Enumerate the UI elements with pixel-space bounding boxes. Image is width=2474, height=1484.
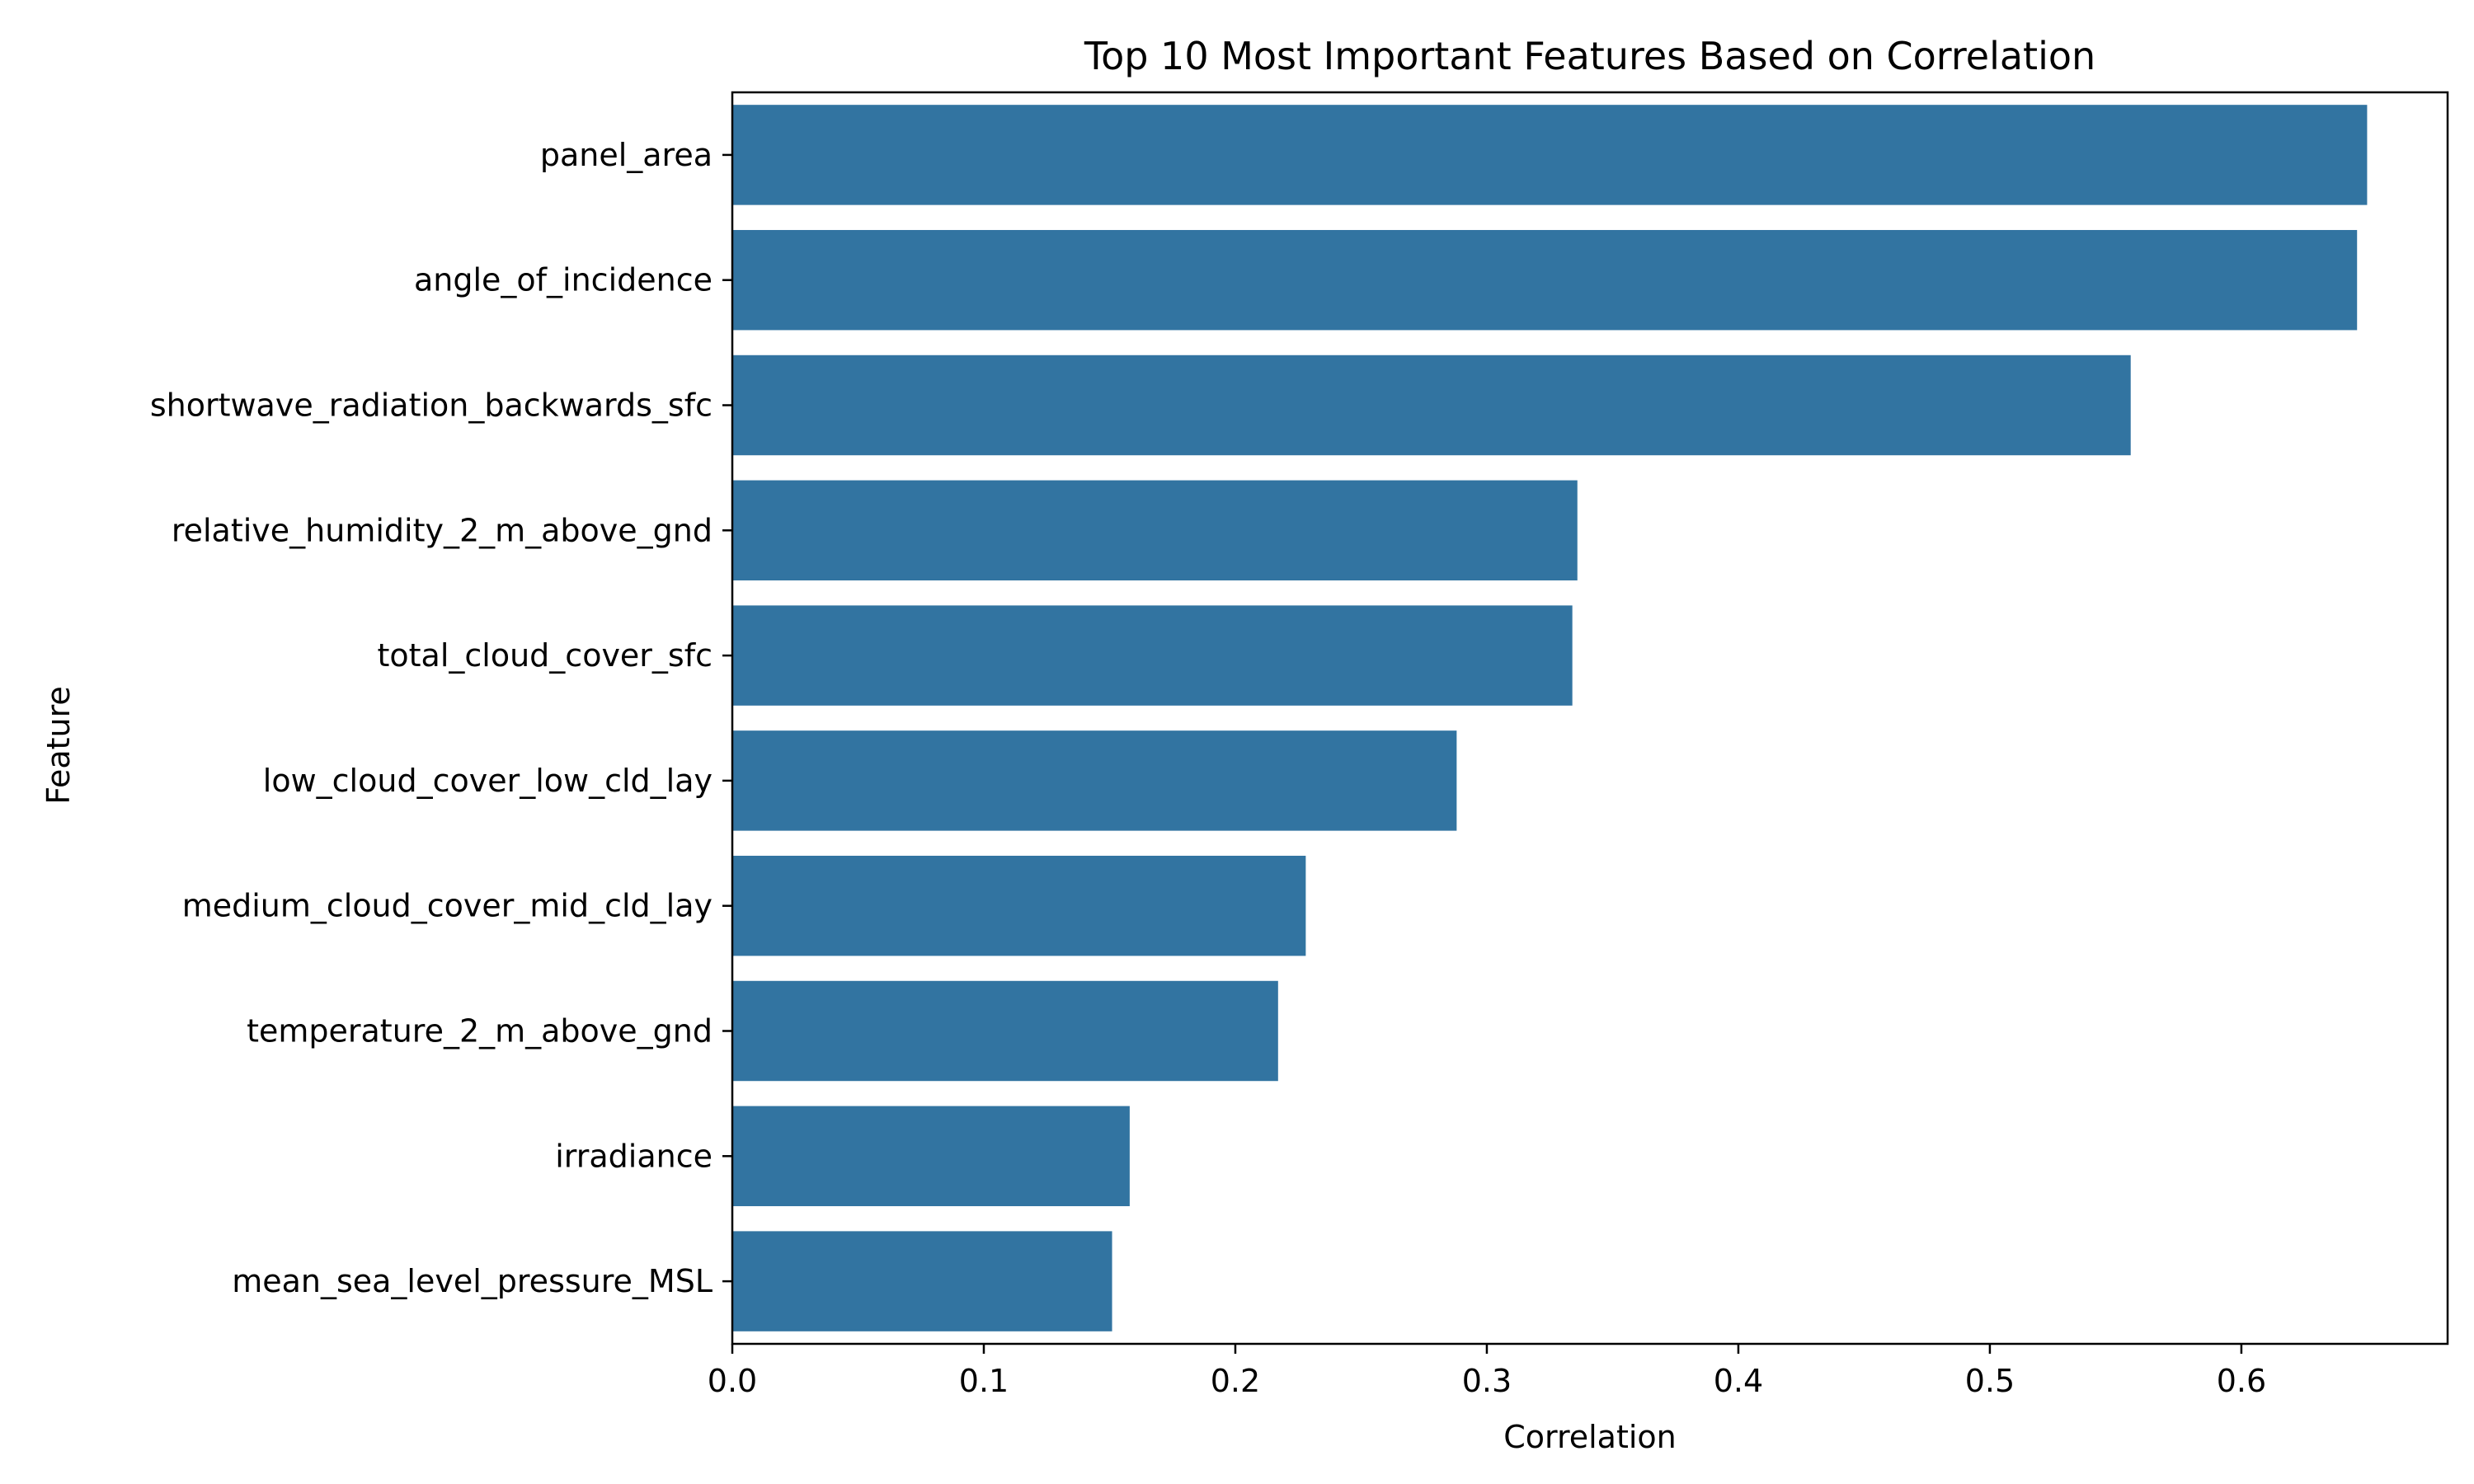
- x-tick-label: 0.6: [2217, 1363, 2266, 1399]
- bar-angle_of_incidence: [732, 229, 2358, 331]
- bar-mean_sea_level_pressure_MSL: [732, 1231, 1112, 1331]
- bar-low_cloud_cover_low_cld_lay: [732, 730, 1457, 831]
- y-tick-label: irradiance: [555, 1138, 713, 1174]
- y-tick-label: total_cloud_cover_sfc: [378, 637, 713, 674]
- y-axis-label: Feature: [40, 686, 77, 805]
- bar-total_cloud_cover_sfc: [732, 605, 1573, 706]
- x-tick-label: 0.3: [1462, 1363, 1512, 1399]
- bar-panel_area: [732, 105, 2368, 205]
- chart-title: Top 10 Most Important Features Based on …: [1084, 34, 2095, 78]
- bar-shortwave_radiation_backwards_sfc: [732, 355, 2131, 456]
- x-tick-label: 0.1: [959, 1363, 1009, 1399]
- y-tick-label: temperature_2_m_above_gnd: [247, 1013, 713, 1050]
- x-tick-label: 0.4: [1714, 1363, 1763, 1399]
- y-axis-ticks: panel_area angle_of_incidence shortwave_ra…: [150, 137, 732, 1299]
- y-tick-label: angle_of_incidence: [414, 262, 713, 298]
- x-tick-label: 0.2: [1211, 1363, 1260, 1399]
- bars-group: [732, 105, 2368, 1331]
- y-tick-label: shortwave_radiation_backwards_sfc: [150, 387, 713, 424]
- x-tick-label: 0.5: [1965, 1363, 2015, 1399]
- bar-relative_humidity_2_m_above_gnd: [732, 480, 1578, 581]
- bar-temperature_2_m_above_gnd: [732, 980, 1278, 1082]
- y-tick-label: relative_humidity_2_m_above_gnd: [172, 512, 713, 548]
- y-tick-label: low_cloud_cover_low_cld_lay: [263, 763, 713, 799]
- x-axis-ticks: 0.0 0.1 0.2 0.3 0.4 0.5 0.6: [708, 1344, 2266, 1399]
- x-tick-label: 0.0: [708, 1363, 757, 1399]
- x-axis-label: Correlation: [1503, 1419, 1677, 1455]
- y-tick-label: mean_sea_level_pressure_MSL: [232, 1263, 713, 1299]
- y-tick-label: medium_cloud_cover_mid_cld_lay: [182, 888, 713, 924]
- y-tick-label: panel_area: [540, 137, 713, 173]
- bar-irradiance: [732, 1106, 1130, 1207]
- plot-frame: [731, 91, 2449, 1345]
- bar-medium_cloud_cover_mid_cld_lay: [732, 855, 1306, 956]
